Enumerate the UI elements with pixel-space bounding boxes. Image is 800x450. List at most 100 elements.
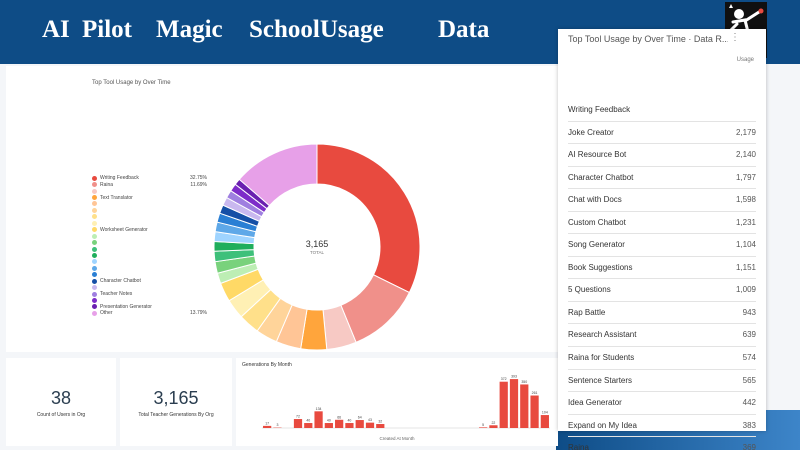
donut-slice[interactable] [316, 143, 421, 294]
bar[interactable] [365, 422, 375, 428]
table-row[interactable]: Book Suggestions 1,151 [568, 257, 756, 280]
column-header-usage[interactable]: Usage [736, 57, 754, 63]
table-row[interactable]: Rap Battle 943 [568, 302, 756, 325]
table-row[interactable]: Character Chatbot 1,797 [568, 167, 756, 190]
legend-item[interactable]: Text Translator [92, 194, 207, 201]
table-row[interactable]: Song Generator 1,104 [568, 234, 756, 257]
usage-cell: 383 [742, 420, 756, 430]
generations-total-value: 3,165 [153, 388, 199, 408]
usage-cell: 1,598 [735, 195, 756, 205]
legend-item[interactable]: Teacher Notes [92, 291, 207, 297]
table-row[interactable]: AI Resource Bot 2,140 [568, 144, 756, 167]
table-row[interactable]: Expand on My Idea 383 [568, 415, 756, 438]
bar[interactable] [509, 379, 519, 428]
table-row[interactable]: Chat with Docs 1,598 [568, 189, 756, 212]
user-count-value: 38 [50, 388, 72, 408]
bar[interactable] [520, 384, 529, 428]
table-row[interactable]: Joke Creator 2,179 [568, 122, 756, 145]
legend-swatch [92, 310, 97, 316]
legend-item[interactable] [92, 297, 207, 304]
bar-data-label: 104 [542, 411, 548, 415]
generations-total-label: Total Teacher Generations By Org [138, 412, 214, 418]
legend-swatch [92, 252, 97, 258]
legend-item[interactable] [92, 246, 207, 252]
bar[interactable] [335, 419, 344, 428]
legend-item[interactable] [92, 252, 207, 258]
tool-name-cell: Custom Chatbot [568, 217, 626, 227]
legend-swatch [92, 188, 97, 194]
legend-item[interactable]: Character Chatbot [92, 278, 207, 284]
table-body: Writing Feedback Joke Creator 2,179 AI Reso… [568, 99, 756, 450]
usage-cell: 2,140 [735, 150, 756, 160]
legend-item[interactable] [92, 265, 207, 271]
bar-data-label: 5 [482, 423, 484, 427]
legend-item[interactable] [92, 272, 207, 278]
table-row[interactable]: Custom Chatbot 1,231 [568, 212, 756, 235]
tool-name-cell: Raina for Students [568, 353, 635, 363]
legend-label: Other [100, 310, 113, 317]
legend-swatch [92, 233, 97, 239]
usage-cell: 565 [742, 375, 756, 385]
legend-label: Writing Feedback [100, 175, 139, 182]
legend-item[interactable] [92, 207, 207, 213]
legend-item[interactable] [92, 233, 207, 239]
bar[interactable] [489, 425, 498, 428]
bar[interactable] [263, 425, 272, 428]
table-row[interactable]: Sentence Starters 565 [568, 370, 756, 393]
legend-swatch [92, 175, 97, 181]
bar-chart-title: Generations By Month [242, 362, 292, 368]
bar[interactable] [530, 395, 539, 428]
bar-data-label: 40 [327, 419, 331, 423]
bar-data-label: 17 [265, 421, 269, 425]
legend-item[interactable] [92, 220, 207, 226]
legend-label: Presentation Generator [100, 303, 152, 310]
legend-item[interactable]: Worksheet Generator [92, 227, 207, 233]
legend-item[interactable]: Writing Feedback 32.75% [92, 175, 207, 181]
legend-item[interactable] [92, 214, 207, 220]
usage-cell: 1,009 [735, 285, 756, 295]
legend-swatch [92, 259, 97, 265]
legend-item[interactable]: Presentation Generator [92, 304, 207, 310]
table-row[interactable]: Raina for Students 574 [568, 347, 756, 370]
bar[interactable] [376, 424, 385, 428]
bar[interactable] [540, 415, 549, 428]
legend-label: Teacher Notes [100, 291, 133, 298]
legend-item[interactable] [92, 284, 207, 291]
legend-swatch [92, 220, 97, 226]
legend-swatch [92, 278, 97, 284]
legend-item[interactable] [92, 188, 207, 194]
bar[interactable] [293, 419, 303, 428]
bar-data-label: 393 [511, 375, 517, 379]
tool-name-cell: Rap Battle [568, 307, 606, 317]
bar[interactable] [355, 420, 364, 428]
table-row[interactable]: 5 Questions 1,009 [568, 279, 756, 302]
header-title-word: AI [42, 16, 70, 43]
legend-item[interactable] [92, 201, 207, 207]
legend-item[interactable] [92, 259, 207, 265]
bar[interactable] [499, 381, 508, 428]
legend-item[interactable] [92, 239, 207, 246]
legend-item[interactable]: Other 13.79% [92, 310, 207, 316]
tool-name-cell: 5 Questions [568, 285, 611, 295]
table-row[interactable]: Raina 369 [568, 437, 756, 450]
table-row[interactable]: Writing Feedback [568, 99, 756, 122]
more-vert-icon[interactable]: ⋮ [730, 32, 740, 43]
bar-chart-x-axis-label: Created At Month [379, 436, 415, 441]
bar[interactable] [324, 423, 333, 428]
donut-slice[interactable] [238, 143, 318, 207]
bar-data-label: 40 [306, 419, 310, 423]
bar[interactable] [304, 423, 313, 428]
table-row[interactable]: Idea Generator 442 [568, 392, 756, 415]
legend-swatch [92, 304, 97, 310]
legend-swatch [92, 285, 97, 291]
tool-name-cell: Sentence Starters [568, 375, 633, 385]
bar-data-label: 72 [296, 415, 300, 419]
table-row[interactable]: Research Assistant 639 [568, 324, 756, 348]
usage-cell: 1,151 [735, 262, 756, 272]
bar[interactable] [479, 427, 488, 428]
legend-item[interactable]: Raina 11.69% [92, 181, 207, 188]
tool-name-cell: Research Assistant [568, 330, 637, 340]
bar[interactable] [314, 411, 323, 428]
usage-cell: 2,179 [735, 127, 756, 137]
bar[interactable] [345, 423, 354, 428]
